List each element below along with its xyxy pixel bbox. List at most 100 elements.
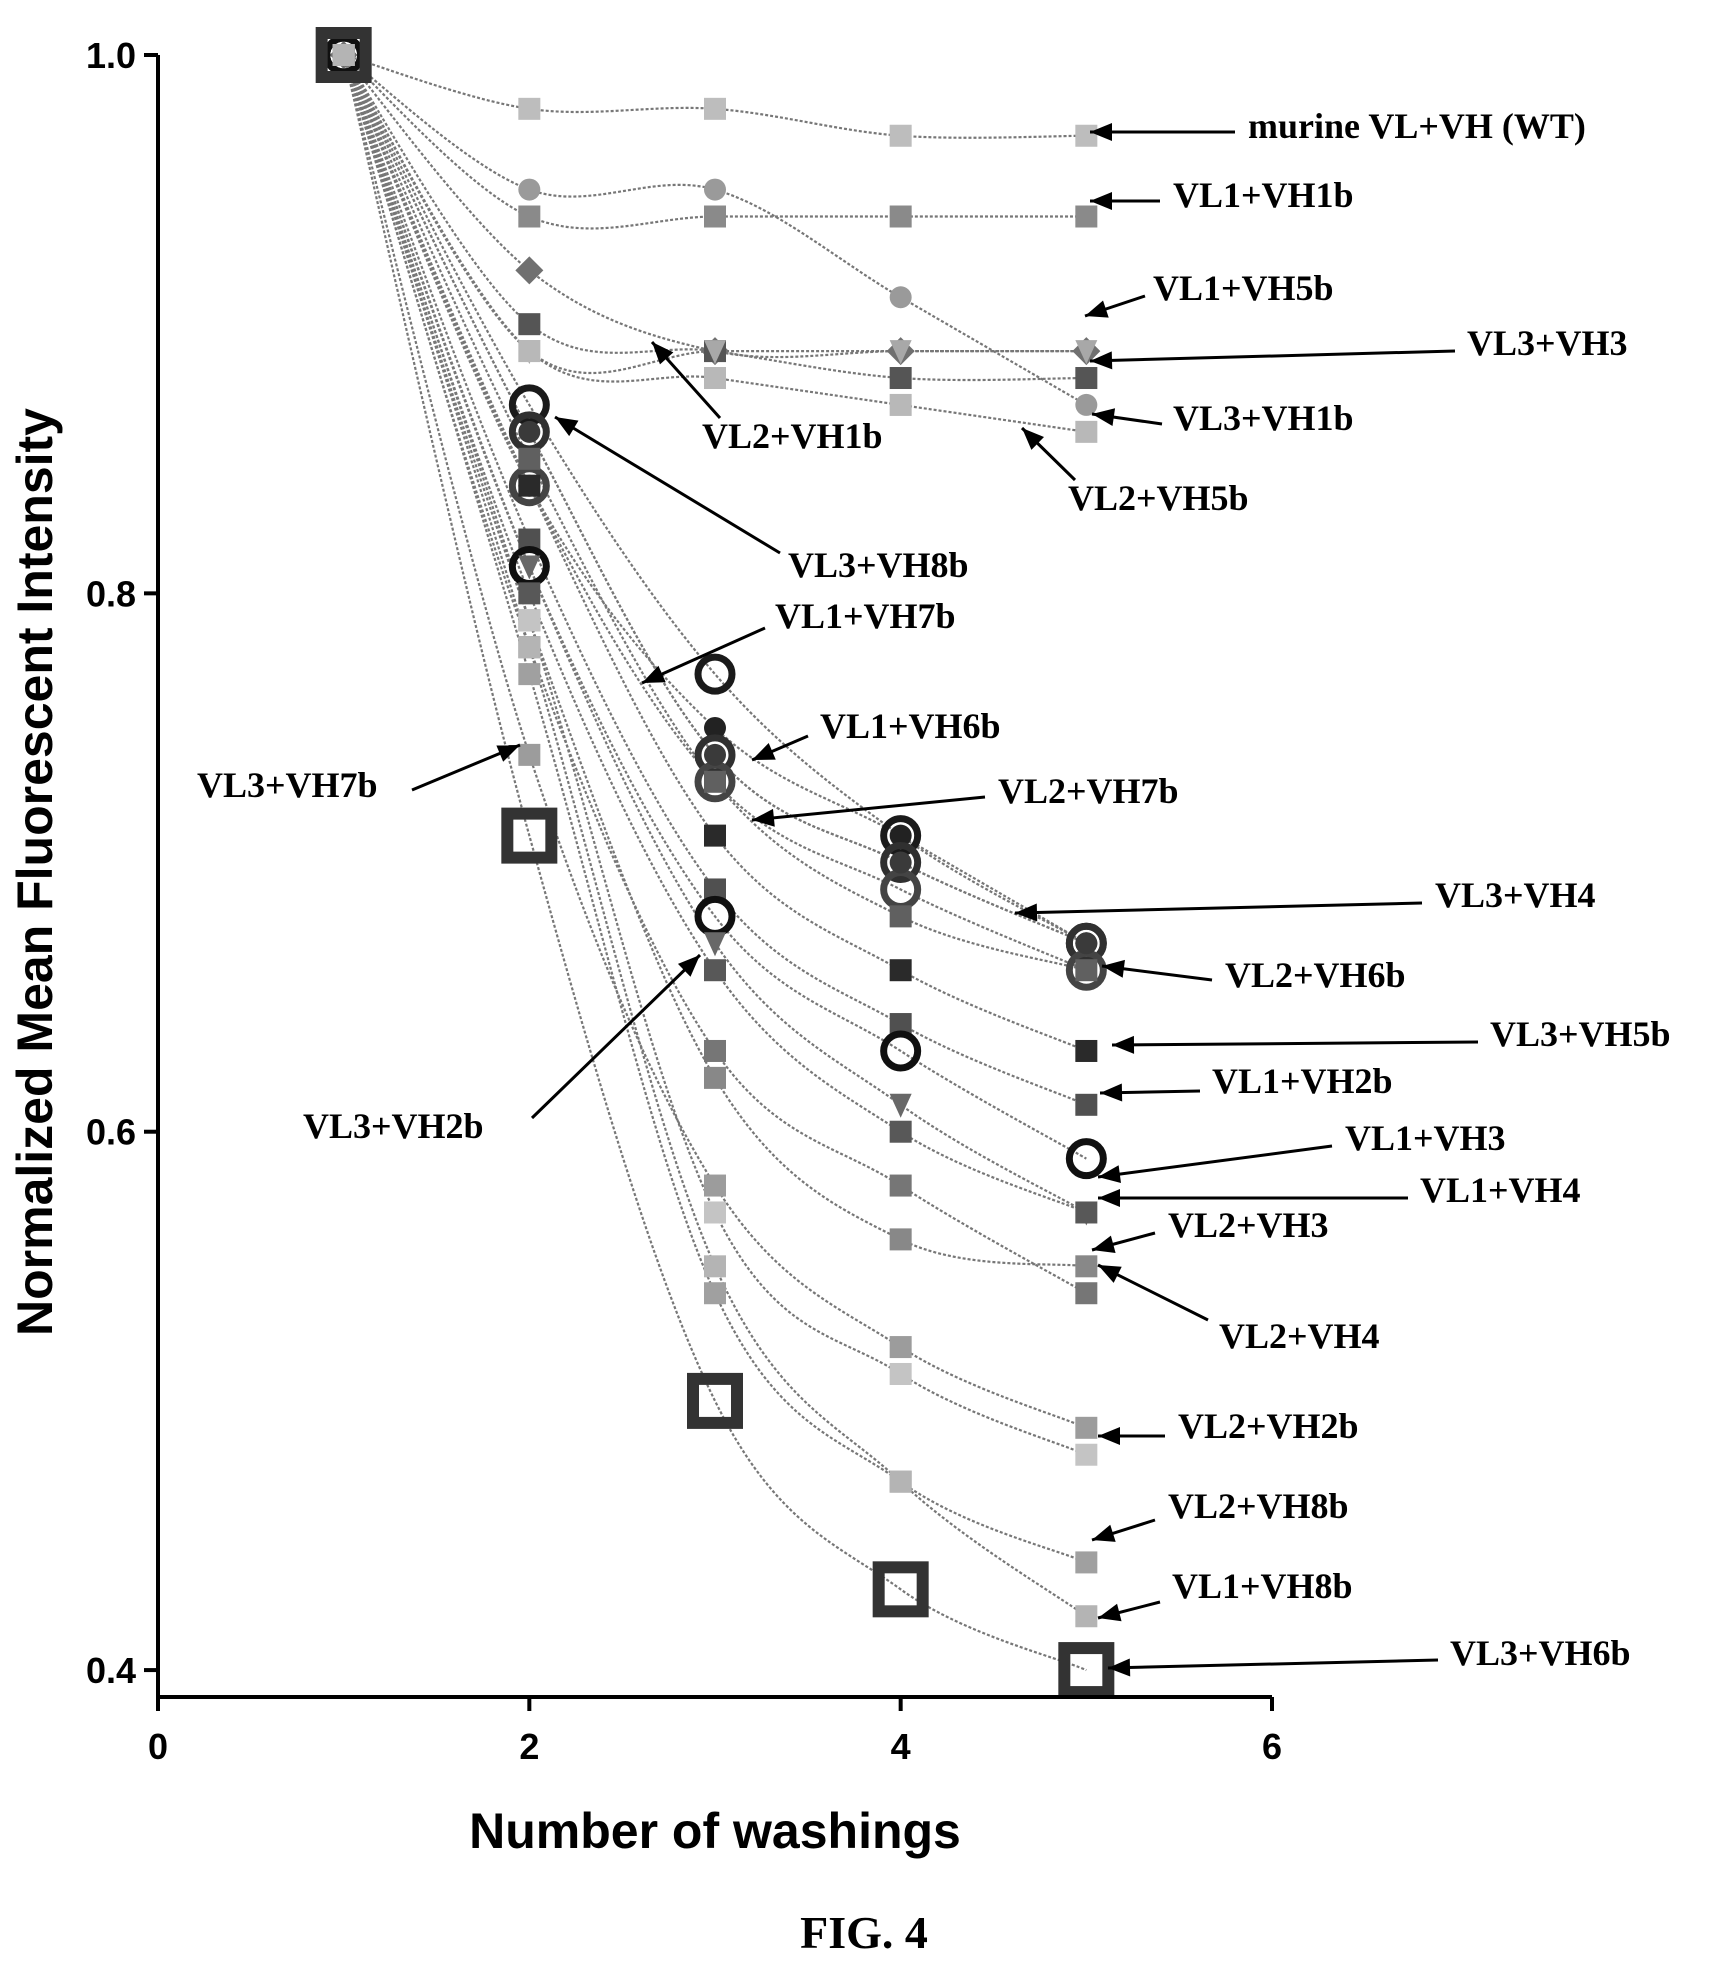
data-point [880, 1030, 922, 1072]
data-point [518, 474, 541, 497]
data-point [889, 1362, 912, 1385]
y-axis-title: Normalized Mean Fluorescent Intensity [7, 408, 63, 1336]
data-point [889, 1093, 912, 1118]
data-point [1075, 1443, 1098, 1466]
data-point [704, 716, 726, 739]
data-point [518, 555, 541, 580]
data-point [704, 1282, 726, 1305]
label-pointer-line [1014, 901, 1423, 915]
arrow-head-icon [1098, 1603, 1122, 1622]
arrow-head-icon [1098, 1189, 1120, 1207]
series-label: VL2+VH7b [998, 771, 1179, 811]
series-label: VL1+VH6b [820, 706, 1001, 746]
series-label: VL3+VH8b [788, 545, 969, 585]
series-line [342, 54, 1087, 375]
series-label: VL3+VH2b [303, 1106, 484, 1146]
label-pointer-line [554, 415, 781, 555]
data-point [1075, 205, 1098, 228]
series-label: VL3+VH6b [1450, 1633, 1631, 1673]
arrow-head-icon [1098, 1165, 1121, 1184]
series-line [342, 54, 1087, 972]
series-line [342, 54, 1087, 945]
series-label: VL2+VH4 [1219, 1316, 1380, 1356]
data-point [704, 878, 726, 901]
series-label: VL3+VH5b [1490, 1014, 1671, 1054]
data-point [1065, 1138, 1107, 1180]
series-line [342, 54, 1087, 1106]
data-point [704, 932, 726, 957]
arrow-head-icon [1090, 351, 1113, 370]
data-point [704, 1066, 726, 1089]
data-point [889, 1470, 912, 1493]
data-point [315, 27, 372, 83]
x-tick-label: 0 [148, 1726, 168, 1767]
data-point [1075, 340, 1098, 365]
arrow-head-icon [1098, 1265, 1122, 1283]
data-point [889, 1174, 912, 1197]
data-point [1058, 1642, 1115, 1699]
data-point [518, 528, 541, 551]
y-tick-label: 0.6 [86, 1112, 136, 1153]
y-tick-label: 1.0 [86, 35, 136, 76]
data-point [1075, 1282, 1098, 1305]
data-point [501, 807, 558, 864]
series-label: VL1+VH8b [1172, 1566, 1353, 1606]
arrow-head-icon [1092, 1524, 1116, 1542]
data-point [1075, 124, 1098, 147]
series-label: VL1+VH3 [1345, 1118, 1506, 1158]
series-line [343, 53, 1087, 139]
data-point [889, 959, 912, 982]
data-point [889, 851, 912, 874]
series-label: VL2+VH5b [1068, 478, 1249, 518]
data-point [704, 1039, 726, 1062]
data-point [1075, 393, 1098, 416]
series-label: VL2+VH6b [1225, 955, 1406, 995]
data-point [1075, 1416, 1098, 1439]
arrow-head-icon [652, 342, 674, 365]
data-point [518, 447, 541, 470]
arrow-head-icon [1100, 1083, 1123, 1102]
x-tick-label: 2 [519, 1726, 539, 1767]
data-point [1075, 1201, 1098, 1224]
label-pointer-line [1097, 1144, 1333, 1179]
data-markers [315, 27, 1115, 1699]
data-point [889, 824, 912, 847]
series-label: VL2+VH2b [1178, 1406, 1359, 1446]
data-point [889, 340, 912, 365]
data-point [1075, 1039, 1098, 1062]
data-point [518, 205, 541, 228]
series-label: VL1+VH7b [775, 596, 956, 636]
data-point [704, 367, 726, 390]
data-point [704, 743, 726, 766]
series-label: VL1+VH4 [1420, 1170, 1581, 1210]
x-tick-label: 4 [891, 1726, 911, 1767]
arrow-head-icon [1085, 300, 1109, 318]
data-point [889, 905, 912, 928]
data-point [704, 959, 726, 982]
arrow-head-icon [1102, 959, 1125, 978]
data-point [1075, 367, 1098, 390]
arrow-head-icon [1098, 1427, 1120, 1445]
data-point [872, 1561, 929, 1618]
data-point [880, 842, 922, 884]
data-point [687, 1372, 743, 1429]
series-line [342, 54, 1087, 1160]
data-point [518, 636, 541, 659]
y-ticks: 0.4 0.6 0.8 1.0 [86, 35, 158, 1691]
data-point [1075, 1605, 1098, 1628]
arrow-head-icon [752, 743, 776, 760]
data-point [518, 609, 541, 632]
series-line [342, 54, 1087, 1618]
label-pointer-line [1111, 1040, 1479, 1047]
data-point [889, 367, 912, 390]
data-point [1075, 932, 1098, 955]
data-point [704, 824, 726, 847]
data-point [1075, 420, 1098, 443]
series-line [342, 54, 1087, 1429]
data-point [704, 1174, 726, 1197]
series-label: VL2+VH1b [702, 416, 883, 456]
series-label: VL3+VH4 [1435, 875, 1596, 915]
figure-caption: FIG. 4 [800, 1907, 928, 1958]
data-point [889, 124, 912, 147]
